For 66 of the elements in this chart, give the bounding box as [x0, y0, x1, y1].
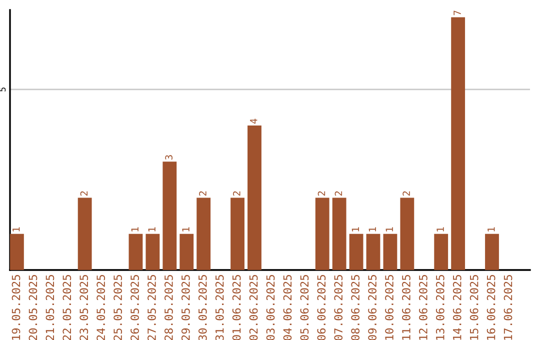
- x-tick-label: 28.05.2025: [164, 275, 173, 340]
- x-tick-label: 09.06.2025: [368, 275, 376, 340]
- x-tick-label: 19.05.2025: [12, 275, 20, 340]
- bar: [78, 198, 92, 270]
- x-tick-label: 17.06.2025: [504, 275, 512, 340]
- bar: [230, 198, 244, 270]
- data-label: 2: [402, 191, 410, 196]
- x-tick-label: 03.06.2025: [266, 275, 275, 340]
- x-tick-label: 20.05.2025: [28, 275, 38, 340]
- data-label: 1: [352, 227, 359, 232]
- x-tick-label: 07.06.2025: [334, 275, 343, 340]
- bar: [485, 234, 499, 270]
- data-label: 1: [131, 227, 138, 232]
- x-tick-label: 08.06.2025: [351, 275, 360, 340]
- x-tick-label: 02.06.2025: [249, 275, 258, 340]
- x-tick-label: 10.06.2025: [385, 275, 394, 340]
- x-tick-label: 14.06.2025: [452, 275, 462, 340]
- data-label: 4: [250, 118, 258, 124]
- x-tick-label: 01.06.2025: [232, 275, 241, 340]
- x-tick-label: 29.05.2025: [181, 275, 190, 340]
- x-tick-label: 04.06.2025: [283, 275, 292, 340]
- bar: [451, 17, 466, 270]
- bar: [146, 234, 160, 270]
- bar: [162, 162, 177, 270]
- data-label: 1: [386, 227, 393, 232]
- bar: [180, 234, 194, 270]
- x-tick-label: 12.06.2025: [418, 275, 428, 340]
- x-tick-label: 05.06.2025: [300, 275, 309, 340]
- bar: [400, 198, 414, 270]
- data-label: 1: [368, 227, 376, 232]
- bar: [349, 234, 364, 270]
- bar: [366, 234, 380, 270]
- data-label: 1: [12, 227, 20, 232]
- x-tick-label: 15.06.2025: [470, 275, 478, 340]
- bar: [128, 234, 143, 270]
- data-label: 2: [233, 191, 240, 196]
- x-tick-label: 06.06.2025: [317, 275, 326, 340]
- data-label: 2: [199, 191, 206, 196]
- data-label: 1: [436, 227, 444, 232]
- x-tick-label: 22.05.2025: [62, 275, 72, 340]
- x-tick-label: 23.05.2025: [80, 275, 88, 340]
- bar: [383, 234, 398, 270]
- bar: [434, 234, 448, 270]
- x-tick-label: 11.06.2025: [402, 275, 410, 340]
- x-tick-label: 13.06.2025: [436, 275, 444, 340]
- data-label: 1: [148, 227, 156, 232]
- bar: [315, 198, 330, 270]
- x-tick-label: 16.06.2025: [486, 275, 496, 340]
- bar: [332, 198, 346, 270]
- data-label: 2: [80, 191, 88, 196]
- bar: [196, 198, 211, 270]
- x-tick-label: 27.05.2025: [148, 275, 156, 340]
- x-tick-label: 21.05.2025: [46, 275, 54, 340]
- data-label: 1: [182, 227, 190, 232]
- bar: [248, 126, 262, 270]
- data-label: 7: [454, 10, 461, 16]
- x-tick-label: 24.05.2025: [96, 275, 106, 340]
- x-tick-label: 26.05.2025: [130, 275, 139, 340]
- x-tick-label: 25.05.2025: [114, 275, 122, 340]
- bar: [10, 234, 24, 270]
- x-tick-label: 30.05.2025: [198, 275, 207, 340]
- data-label: 2: [334, 191, 342, 196]
- data-label: 1: [488, 227, 495, 232]
- x-tick-label: 31.05.2025: [215, 275, 224, 340]
- data-label: 2: [318, 191, 326, 196]
- data-label: 3: [165, 155, 172, 160]
